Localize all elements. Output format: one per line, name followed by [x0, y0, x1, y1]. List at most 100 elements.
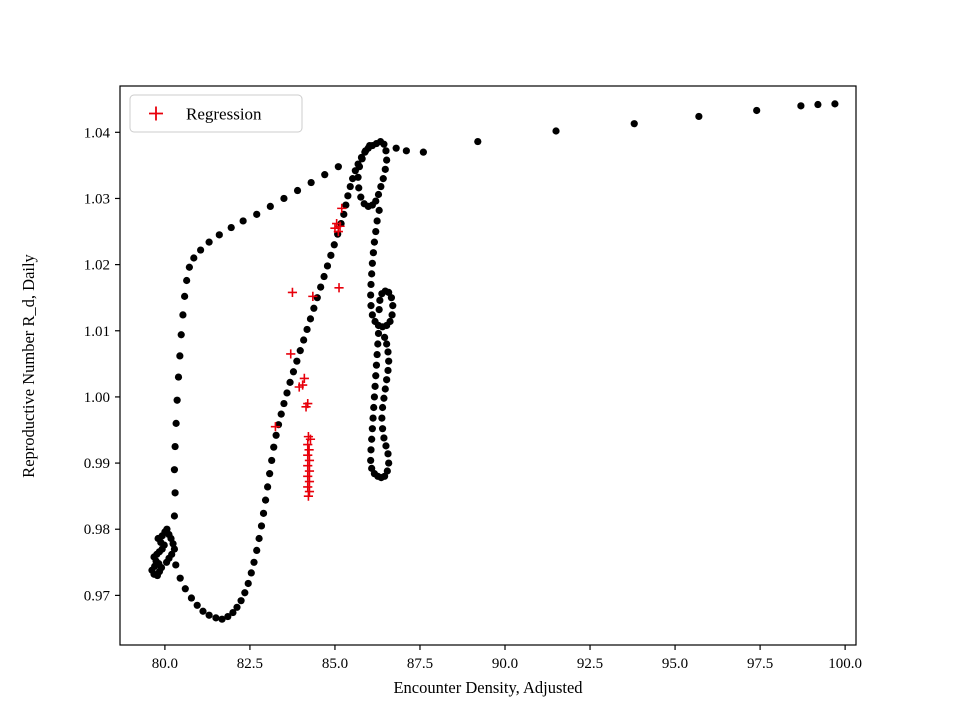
trajectory-point	[293, 186, 302, 195]
x-tick-label: 80.0	[152, 656, 178, 672]
trajectory-point	[283, 389, 291, 397]
trajectory-point	[172, 561, 180, 569]
regression-point	[299, 373, 309, 383]
regression-point	[303, 450, 313, 460]
trajectory-point	[367, 302, 375, 310]
trajectory-point	[378, 414, 386, 422]
trajectory-point	[268, 456, 276, 465]
x-tick-label: 85.0	[322, 656, 348, 672]
regression-point	[287, 287, 298, 297]
trajectory-point	[185, 263, 193, 271]
trajectory-point	[313, 294, 321, 302]
trajectory-point	[375, 206, 383, 214]
trajectory-point	[174, 373, 183, 381]
trajectory-point	[374, 329, 383, 338]
regression-point	[303, 491, 314, 501]
trajectory-point	[266, 202, 274, 210]
regression-point	[335, 221, 345, 231]
trajectory-point	[371, 382, 379, 390]
regression-point	[304, 445, 314, 455]
x-tick-label: 82.5	[237, 656, 263, 672]
trajectory-point	[255, 534, 263, 543]
trajectory-point	[372, 227, 380, 236]
trajectory-point	[270, 443, 278, 451]
trajectory-point	[402, 147, 410, 155]
trajectory-point	[244, 579, 252, 588]
trajectory-point	[349, 175, 357, 183]
trajectory-point	[367, 280, 375, 289]
regression-point	[337, 203, 347, 213]
trajectory-point	[357, 193, 365, 201]
trajectory-point	[317, 283, 325, 291]
trajectory-point	[237, 597, 245, 605]
trajectory-point	[379, 175, 387, 183]
trajectory-point	[368, 259, 376, 267]
y-tick-label: 1.04	[84, 125, 111, 141]
trajectory-point	[367, 446, 375, 454]
trajectory-point	[354, 173, 362, 181]
y-tick-label: 1.03	[84, 191, 110, 207]
y-tick-label: 1.01	[84, 324, 110, 340]
trajectory-point	[224, 612, 232, 621]
trajectory-point	[296, 347, 304, 355]
trajectory-point	[327, 251, 335, 259]
trajectory-point	[172, 419, 180, 427]
regression-point	[304, 477, 315, 487]
trajectory-point	[181, 585, 189, 593]
trajectory-point	[383, 156, 391, 164]
trajectory-point	[368, 270, 376, 278]
regression-point	[286, 349, 296, 359]
trajectory-point	[197, 246, 205, 254]
x-tick-label: 100.0	[828, 656, 862, 672]
trajectory-point	[272, 431, 280, 439]
trajectory-point	[264, 483, 272, 491]
trajectory-point	[381, 472, 389, 480]
trajectory-point	[358, 155, 366, 163]
trajectory-point	[384, 450, 392, 458]
trajectory-point	[286, 378, 294, 386]
trajectory-point	[300, 336, 308, 344]
regression-point	[303, 471, 313, 481]
trajectory-point	[384, 348, 392, 356]
trajectory-point	[218, 615, 226, 623]
regression-point	[304, 466, 315, 476]
legend-label: Regression	[186, 105, 262, 124]
trajectory-point	[381, 333, 389, 341]
trajectory-point	[342, 201, 350, 209]
trajectory-point	[383, 467, 391, 475]
trajectory-point	[205, 238, 213, 246]
trajectory-point	[630, 120, 638, 128]
trajectory-point	[320, 272, 328, 281]
trajectory-point	[183, 276, 191, 285]
trajectory-point	[372, 361, 381, 369]
y-tick-label: 0.98	[84, 522, 110, 538]
trajectory-point	[293, 357, 301, 365]
trajectory-point	[170, 545, 179, 553]
trajectory-point	[205, 611, 213, 619]
legend: Regression	[129, 94, 303, 133]
trajectory-point	[373, 217, 381, 225]
trajectory-point	[241, 589, 249, 597]
plot-frame	[119, 85, 857, 646]
legend-plus-marker-icon	[149, 106, 163, 121]
trajectory-point	[376, 296, 384, 304]
x-tick-label: 90.0	[492, 656, 518, 672]
trajectory-point	[831, 100, 839, 108]
trajectory-point	[330, 241, 338, 249]
trajectory-point	[370, 403, 378, 412]
trajectory-point	[361, 147, 370, 155]
trajectory-point	[227, 223, 235, 232]
trajectory-point	[369, 249, 377, 257]
trajectory-point	[552, 127, 560, 135]
trajectory-point	[181, 292, 189, 300]
trajectory-point	[250, 558, 258, 566]
trajectory-point	[261, 496, 270, 504]
trajectory-point	[382, 147, 390, 155]
trajectory-point	[229, 608, 237, 617]
trajectory-point	[212, 614, 220, 622]
trajectory-point	[310, 304, 318, 312]
trajectory-point	[387, 294, 396, 302]
trajectory-point	[372, 372, 380, 380]
trajectory-point	[389, 302, 397, 310]
